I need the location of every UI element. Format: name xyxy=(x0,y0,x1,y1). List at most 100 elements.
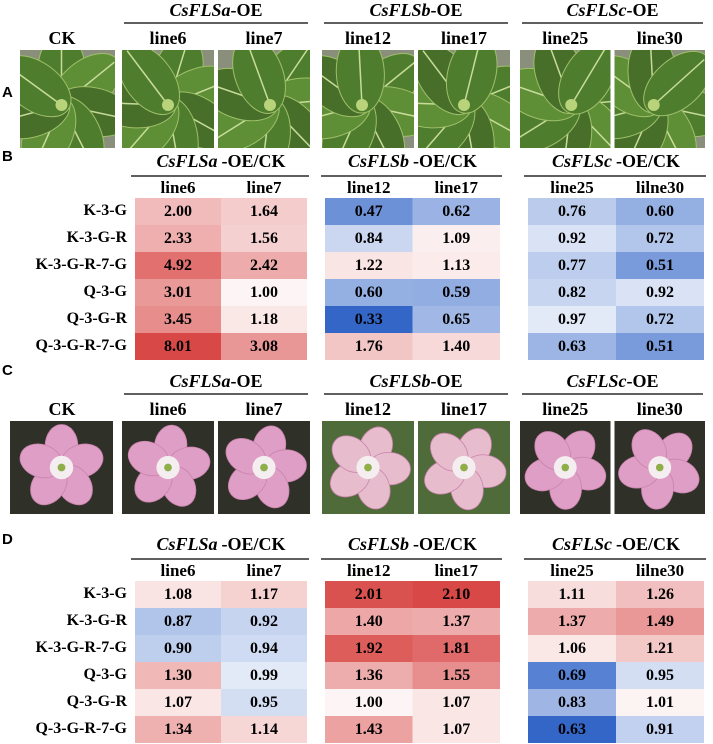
cell-value: 0.51 xyxy=(646,257,674,274)
heat-cell xyxy=(616,198,704,225)
line-label: line12 xyxy=(347,178,390,197)
heat-cell xyxy=(221,581,307,608)
line-label: lilne30 xyxy=(636,178,684,197)
heat-cell xyxy=(616,689,704,716)
gene-name: CsFLSb xyxy=(348,151,409,171)
flower-throat xyxy=(164,463,172,472)
heat-cell xyxy=(221,333,307,360)
cell-value: 0.59 xyxy=(442,284,470,301)
row-label: Q-3-G-R-7-G xyxy=(35,720,127,737)
plant-photo xyxy=(20,50,115,148)
cell-value: 8.01 xyxy=(164,338,192,355)
line-label: line25 xyxy=(550,178,593,197)
cell-value: 0.95 xyxy=(646,667,674,684)
gene-name: CsFLSc xyxy=(552,151,612,171)
heat-cell xyxy=(528,689,616,716)
line-label: line12 xyxy=(345,399,391,419)
heat-cell xyxy=(221,689,307,716)
cell-value: 1.30 xyxy=(164,667,192,684)
cell-value: 1.49 xyxy=(646,613,674,630)
heat-cell xyxy=(412,608,500,635)
row-label: K-3-G xyxy=(83,202,127,219)
cell-value: 0.87 xyxy=(164,613,192,630)
cell-value: 1.09 xyxy=(442,230,470,247)
plant-center xyxy=(647,99,660,111)
suffix: -OE/CK xyxy=(222,534,286,554)
panel-label: D xyxy=(2,531,13,548)
heat-cell xyxy=(528,306,616,333)
plant-photo xyxy=(122,50,214,148)
heat-cell xyxy=(221,252,307,279)
heat-cell xyxy=(325,662,413,689)
plant-center xyxy=(55,99,68,111)
suffix: -OE xyxy=(231,371,263,391)
plant-center xyxy=(356,99,368,111)
cell-value: 1.07 xyxy=(164,694,192,711)
leaf-vein xyxy=(126,50,169,106)
heat-cell xyxy=(325,581,413,608)
row-label: K-3-G-R-7-G xyxy=(35,256,127,273)
heat-cell xyxy=(325,689,413,716)
plant-photo xyxy=(218,50,310,148)
heat-cell xyxy=(135,716,221,743)
leaf-vein xyxy=(570,50,607,106)
heat-cell xyxy=(528,635,616,662)
cell-value: 1.76 xyxy=(355,338,383,355)
heat-cell xyxy=(221,225,307,252)
heat-cell xyxy=(412,198,500,225)
cell-value: 1.08 xyxy=(164,586,192,603)
cell-value: 0.84 xyxy=(355,230,383,247)
cell-value: 1.07 xyxy=(442,721,470,738)
group-title: CsFLSb -OE/CK xyxy=(348,151,477,171)
leaves xyxy=(122,50,214,148)
flower-photo xyxy=(122,421,214,514)
ck-label: CK xyxy=(49,28,76,48)
cell-value: 1.26 xyxy=(646,586,674,603)
flower-photo xyxy=(218,421,310,514)
cell-value: 1.21 xyxy=(646,640,674,657)
heat-cell xyxy=(221,279,307,306)
cell-value: 1.17 xyxy=(250,586,278,603)
flower-throat xyxy=(561,463,570,472)
suffix: -OE/CK xyxy=(616,151,680,171)
cell-value: 2.10 xyxy=(442,586,470,603)
leaves xyxy=(20,50,115,148)
row-label: Q-3-G-R-7-G xyxy=(35,337,127,354)
cell-value: 0.99 xyxy=(250,667,278,684)
cell-value: 3.08 xyxy=(250,338,278,355)
heat-cell xyxy=(325,279,413,306)
gene-name: CsFLSc xyxy=(566,0,626,20)
heat-cell xyxy=(325,608,413,635)
cell-value: 2.01 xyxy=(355,586,383,603)
suffix: -OE/CK xyxy=(413,151,477,171)
cell-value: 1.40 xyxy=(442,338,470,355)
gene-name: CsFLSc xyxy=(552,534,612,554)
gene-name: CsFLSc xyxy=(566,371,626,391)
heat-cell xyxy=(616,581,704,608)
leaves xyxy=(418,50,510,148)
plant-center xyxy=(458,99,470,111)
cell-value: 1.55 xyxy=(442,667,470,684)
cell-value: 1.64 xyxy=(250,203,278,220)
plant-center xyxy=(565,99,578,111)
cell-value: 0.65 xyxy=(442,311,470,328)
cell-value: 0.51 xyxy=(646,338,674,355)
line-label: line7 xyxy=(245,28,282,48)
gene-name: CsFLSa xyxy=(156,534,217,554)
cell-value: 0.69 xyxy=(558,667,586,684)
heat-cell xyxy=(135,198,221,225)
row-label: K-3-G-R xyxy=(67,229,128,246)
heat-cell xyxy=(135,689,221,716)
cell-value: 0.60 xyxy=(646,203,674,220)
plant-center xyxy=(264,99,276,111)
flower-photo xyxy=(10,421,113,514)
flower-throat xyxy=(260,463,268,472)
suffix: -OE xyxy=(627,371,659,391)
row-label: Q-3-G-R xyxy=(67,693,128,710)
cell-value: 2.42 xyxy=(250,257,278,274)
group-title: CsFLSc -OE/CK xyxy=(552,151,680,171)
flower-photo xyxy=(418,421,510,514)
line-label: line17 xyxy=(435,561,479,580)
group-title: CsFLSc-OE xyxy=(566,371,658,391)
suffix: -OE/CK xyxy=(616,534,680,554)
